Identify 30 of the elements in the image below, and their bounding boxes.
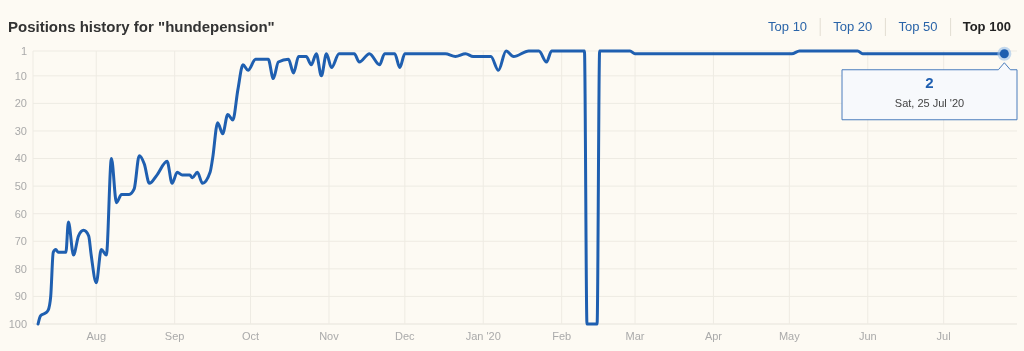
y-tick-label: 100 (8, 317, 27, 330)
text: Top 10 (768, 19, 808, 34)
x-tick-label: Feb (552, 330, 572, 342)
text: Top 100 (962, 19, 1011, 34)
x-tick-label: Sep (164, 330, 185, 342)
x-tick-label: Aug (86, 330, 107, 342)
text: Top 50 (898, 19, 938, 34)
x-tick-label: Mar (625, 330, 645, 342)
y-tick-label: 60 (14, 207, 27, 220)
y-tick-label: 50 (14, 179, 27, 192)
annotation: 2 (925, 73, 934, 91)
x-tick-label: Jul (936, 330, 951, 342)
y-tick-label: 80 (14, 262, 27, 275)
y-tick-label: 40 (14, 152, 27, 165)
y-tick-label: 70 (14, 235, 27, 248)
y-tick-label: 90 (14, 290, 27, 303)
x-tick-label: Jan '20 (465, 330, 501, 342)
x-tick-label: May (778, 330, 801, 342)
annotation: Sat, 25 Jul '20 (894, 96, 965, 109)
y-tick-label: 1 (20, 44, 27, 57)
y-tick-label: 20 (14, 97, 27, 110)
x-tick-label: Dec (395, 330, 416, 342)
y-tick-label: 30 (14, 124, 27, 137)
x-tick-label: Oct (241, 330, 260, 342)
y-tick-label: 10 (14, 69, 27, 82)
chart-title: Positions history for "hundepension" (8, 18, 275, 35)
x-tick-label: Jun (858, 330, 877, 342)
x-tick-label: Nov (319, 330, 340, 342)
x-tick-label: Apr (704, 330, 723, 342)
text: Top 20 (833, 19, 873, 34)
